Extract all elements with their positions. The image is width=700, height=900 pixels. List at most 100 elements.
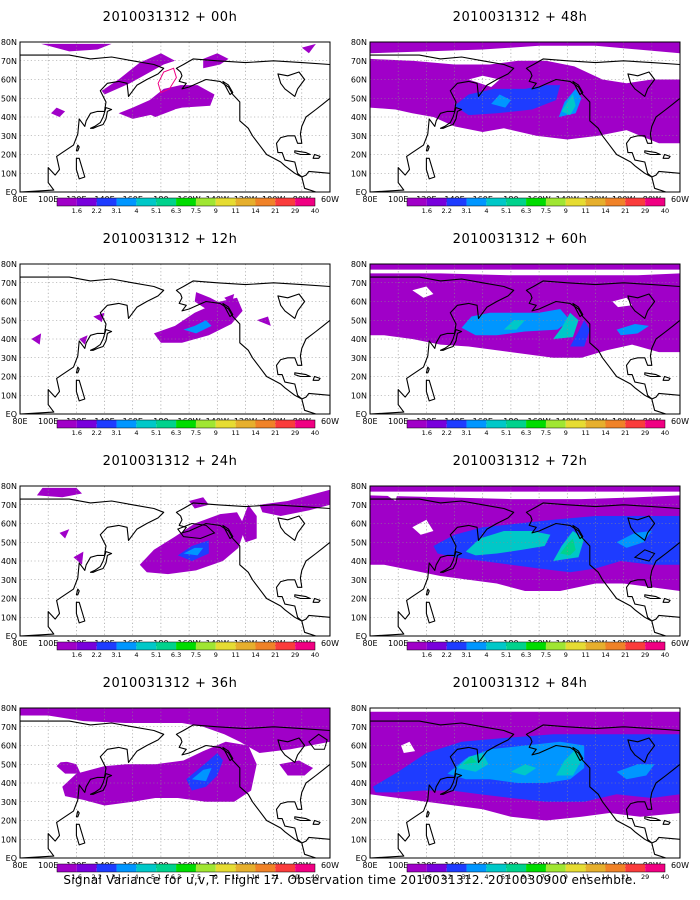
colorbar-label: 2.2: [92, 873, 102, 881]
lon-label: 60W: [671, 639, 689, 648]
colorbar-label: 40: [311, 873, 319, 881]
colorbar-label: 21: [271, 429, 279, 437]
lon-label: 80E: [362, 195, 377, 204]
lon-label: 100E: [38, 195, 58, 204]
lon-label: 60W: [321, 861, 339, 870]
colorbar-swatch: [466, 420, 487, 428]
lon-label: 100E: [38, 861, 58, 870]
colorbar-label: 9: [214, 651, 218, 659]
colorbar-label: 3.1: [111, 207, 121, 215]
lat-label: 80N: [1, 260, 17, 269]
colorbar-label: 14: [601, 873, 609, 881]
lat-label: 30N: [351, 798, 367, 807]
lon-label: 100E: [388, 639, 408, 648]
variance-gap: [612, 297, 633, 308]
coastline: [222, 302, 234, 318]
coastline: [20, 54, 165, 192]
lat-label: 20N: [351, 151, 367, 160]
coastline: [572, 80, 584, 96]
colorbar-frame: [56, 419, 316, 429]
colorbar-label: 2.2: [442, 651, 452, 659]
variance-patch: [616, 764, 655, 780]
colorbar-label: 5.1: [151, 429, 161, 437]
colorbar-swatch: [565, 864, 586, 872]
colorbar-label: 1.6: [72, 429, 82, 437]
lon-label: 60W: [671, 861, 689, 870]
colorbar-label: 4: [134, 429, 138, 437]
coastline: [525, 280, 680, 414]
colorbar-label: 6.3: [171, 429, 181, 437]
lat-label: 30N: [1, 576, 17, 585]
colorbar-swatch: [275, 198, 296, 206]
lat-label: 50N: [351, 316, 367, 325]
coastline: [425, 810, 430, 818]
colorbar-label: 7.5: [191, 207, 201, 215]
lon-label: 80E: [362, 861, 377, 870]
colorbar-label: 11: [581, 207, 589, 215]
variance-gap: [412, 286, 434, 298]
lat-label: 10N: [351, 613, 367, 622]
coastline: [277, 71, 306, 97]
colorbar-label: 3.1: [461, 873, 471, 881]
colorbar-swatch: [57, 864, 77, 872]
colorbar-swatch: [195, 420, 216, 428]
variance-patch: [447, 741, 585, 783]
colorbar-label: 14: [601, 429, 609, 437]
lat-label: 50N: [351, 94, 367, 103]
colorbar-label: 29: [641, 207, 649, 215]
colorbar-label: 40: [311, 207, 319, 215]
lon-label: 100E: [388, 861, 408, 870]
contour-line: [308, 733, 328, 750]
colorbar-swatch: [506, 420, 527, 428]
colorbar-frame: [406, 419, 666, 429]
colorbar-label: 7.5: [541, 651, 551, 659]
map-svg: 80N70N60N50N40N30N20N10NEQ80E100E120E140…: [351, 38, 689, 215]
colorbar-swatch: [446, 642, 467, 650]
colorbar-swatch: [645, 420, 665, 428]
variance-patch: [183, 547, 204, 556]
map-panel: 2010031312 + 36h 80N 70N 60N 50N 40N 30N 20N 10N…: [0, 666, 350, 886]
colorbar-label: 21: [271, 207, 279, 215]
contour-line: [157, 67, 177, 94]
colorbar-label: 21: [271, 873, 279, 881]
coastline: [370, 720, 515, 858]
colorbar-label: 4: [484, 429, 488, 437]
panel-title: 2010031312 + 24h: [102, 454, 238, 469]
colorbar-label: 11: [581, 873, 589, 881]
panel-title: 2010031312 + 72h: [452, 454, 588, 469]
colorbar-swatch: [57, 642, 77, 650]
coastline: [644, 372, 661, 378]
lat-label: 60N: [1, 298, 17, 307]
coastline: [627, 515, 656, 541]
colorbar-swatch: [136, 864, 157, 872]
colorbar-swatch: [565, 198, 586, 206]
lat-label: 50N: [1, 760, 17, 769]
map-svg: 80N70N60N50N40N30N20N10NEQ80E100E120E140…: [351, 260, 689, 437]
lat-label: 80N: [1, 704, 17, 713]
colorbar-label: 9: [564, 207, 568, 215]
colorbar-swatch: [116, 198, 137, 206]
colorbar-label: 5.1: [501, 873, 511, 881]
lat-label: 60N: [351, 76, 367, 85]
colorbar-swatch: [215, 198, 236, 206]
coastline: [425, 144, 430, 152]
variance-patch: [20, 708, 330, 753]
colorbar-label: 9: [214, 207, 218, 215]
colorbar-swatch: [76, 198, 97, 206]
coastline: [370, 276, 515, 414]
colorbar-label: 7.5: [541, 873, 551, 881]
colorbar-swatch: [506, 198, 527, 206]
colorbar-label: 11: [231, 651, 239, 659]
map-area: [370, 42, 680, 192]
colorbar-swatch: [235, 864, 256, 872]
variance-patch: [194, 292, 233, 321]
coastline: [277, 293, 306, 319]
colorbar-swatch: [136, 420, 157, 428]
lon-label: 100E: [388, 195, 408, 204]
lon-label: 80E: [362, 417, 377, 426]
lon-label: 60W: [321, 417, 339, 426]
colorbar-swatch: [625, 420, 646, 428]
colorbar-swatch: [426, 864, 447, 872]
colorbar-swatch: [605, 420, 626, 428]
colorbar-label: 29: [641, 429, 649, 437]
